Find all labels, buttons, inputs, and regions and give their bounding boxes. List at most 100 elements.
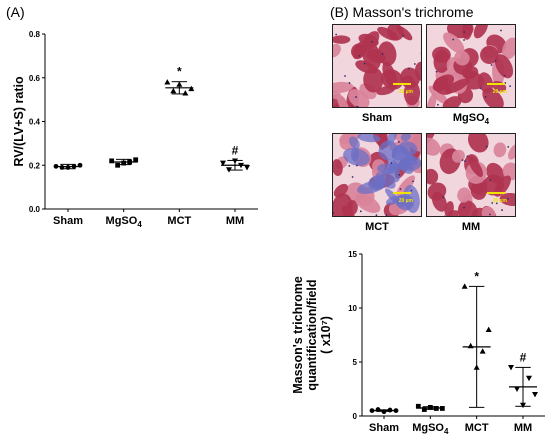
muscle-fiber — [481, 206, 496, 216]
muscle-fiber — [377, 41, 397, 66]
micrograph-label-mm: MM — [461, 221, 481, 233]
significance-annotation: * — [474, 269, 479, 283]
panel-a-label: (A) — [6, 4, 25, 20]
nucleus — [333, 212, 335, 215]
nucleus — [358, 54, 361, 57]
data-point — [170, 87, 177, 94]
x-tick-label: MCT — [167, 215, 191, 227]
scale-bar — [487, 83, 505, 85]
nucleus — [385, 214, 388, 216]
muscle-fiber — [494, 54, 514, 79]
nucleus — [463, 206, 466, 209]
x-tick-label: Sham — [53, 215, 83, 227]
scale-label: 20 µm — [492, 89, 507, 95]
data-point — [115, 162, 121, 168]
nucleus — [363, 62, 366, 65]
micrograph-mct-texture — [333, 134, 421, 216]
muscle-fiber — [351, 43, 365, 59]
nucleus — [452, 38, 455, 41]
fibrosis-area — [357, 134, 381, 143]
nucleus — [442, 196, 445, 199]
muscle-fiber — [354, 194, 381, 213]
micrograph-mgso4: 20 µm — [426, 24, 516, 108]
fibrosis-area — [349, 136, 360, 149]
significance-annotation: * — [177, 65, 182, 79]
nucleus — [420, 215, 421, 216]
chart-rv-ratio: 0.0 0.2 0.4 0.6 0.8 Sham MgSO4 MCT MM * # RV/(LV+S)… — [12, 30, 258, 229]
nucleus — [466, 155, 469, 158]
nucleus — [500, 29, 502, 32]
muscle-fiber — [451, 149, 465, 163]
nucleus — [381, 53, 384, 55]
micrograph-label-mgso4: MgSO4 — [452, 112, 490, 127]
micrograph-label-mct: MCT — [365, 221, 389, 233]
muscle-fiber — [333, 81, 354, 94]
muscle-fiber — [363, 67, 384, 93]
micrograph-mm: 20 µm — [426, 133, 516, 217]
muscle-fiber — [445, 78, 470, 94]
nucleus — [402, 34, 405, 37]
nucleus — [408, 67, 410, 70]
nucleus — [413, 63, 416, 65]
x-tick-label: MgSO4 — [412, 422, 449, 436]
muscle-fiber — [467, 134, 489, 153]
y-axis-label: RV/(LV+S) ratio — [12, 76, 26, 167]
nucleus — [398, 173, 401, 176]
y-tick-label: 10 — [348, 304, 357, 313]
fibrosis-area — [396, 194, 414, 211]
nucleus — [489, 179, 492, 181]
fibrosis-area — [386, 195, 400, 206]
muscle-fiber — [468, 156, 483, 178]
nucleus — [355, 105, 358, 107]
muscle-fiber — [499, 192, 515, 206]
nucleus — [371, 40, 374, 43]
fibrosis-area — [398, 159, 414, 174]
y-tick-label: 0.8 — [29, 30, 41, 39]
data-point — [479, 348, 486, 354]
nucleus — [390, 162, 393, 164]
muscle-fiber — [494, 175, 511, 197]
muscle-fiber — [337, 94, 350, 107]
muscle-fiber — [457, 187, 471, 203]
nucleus — [348, 164, 351, 167]
nucleus — [507, 145, 510, 148]
muscle-fiber — [333, 35, 351, 44]
nucleus — [464, 160, 466, 163]
nucleus — [503, 74, 506, 77]
data-point — [244, 165, 250, 171]
muscle-fiber — [482, 87, 504, 107]
scale-bar — [487, 192, 505, 194]
nucleus — [484, 95, 487, 98]
data-point — [415, 403, 421, 409]
nucleus — [509, 85, 511, 88]
data-point — [220, 160, 226, 167]
nucleus — [357, 106, 360, 107]
muscle-fiber — [333, 43, 341, 58]
y-tick-label: 0.4 — [29, 118, 41, 127]
micrograph-label-sham: Sham — [362, 112, 392, 124]
nucleus — [437, 103, 439, 106]
nucleus — [501, 209, 503, 211]
muscle-fiber — [444, 201, 454, 216]
muscle-fiber — [333, 159, 343, 176]
fibrosis-area — [356, 180, 386, 194]
muscle-fiber — [348, 89, 370, 107]
scale-label: 20 µm — [398, 198, 413, 204]
muscle-fiber — [473, 25, 489, 39]
muscle-fiber — [428, 85, 448, 105]
micrograph-mct: 20 µm — [332, 133, 422, 217]
muscle-fiber — [377, 26, 399, 41]
muscle-fiber — [508, 143, 515, 160]
micrograph-mgso4-texture — [427, 25, 515, 107]
nucleus — [351, 176, 354, 178]
nucleus — [507, 197, 509, 200]
muscle-fiber — [396, 25, 413, 41]
nucleus — [463, 31, 466, 33]
muscle-fiber — [376, 85, 395, 96]
fibrosis-area — [400, 134, 411, 142]
muscle-fiber — [457, 200, 478, 216]
x-tick-label: MCT — [465, 422, 489, 434]
nucleus — [375, 214, 378, 216]
muscle-fiber — [333, 193, 353, 216]
